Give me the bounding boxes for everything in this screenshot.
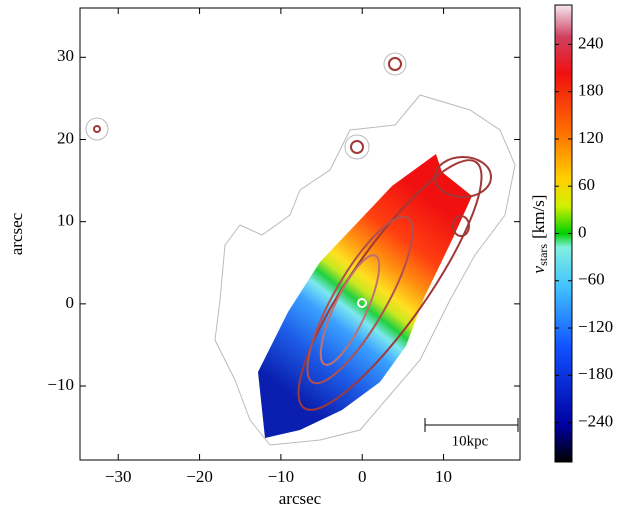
y-tick-label: 20: [57, 128, 74, 147]
scale-bar-label: 10kpc: [452, 433, 489, 449]
colorbar-tick-label: −180: [578, 364, 613, 383]
plot-frame: [79, 7, 521, 461]
minor-contours: [85, 52, 407, 160]
y-tick-label: −10: [47, 375, 74, 394]
x-tick-label: 0: [358, 467, 367, 486]
scale-bar: 10kpc: [424, 418, 519, 449]
y-axis-label: arcsec: [7, 212, 26, 255]
flux-contours: [93, 57, 492, 411]
colorbar-tick-label: 180: [578, 81, 604, 100]
colorbar-tick-label: −60: [578, 270, 605, 289]
colorbar-symbol: v: [529, 265, 548, 273]
velocity-field: [258, 154, 472, 438]
colorbar-tick-label: 60: [578, 175, 595, 194]
colorbar-unit: [km/s]: [529, 195, 548, 239]
x-tick-label: 10: [435, 467, 452, 486]
image: [85, 52, 516, 446]
y-tick-label: 30: [57, 46, 74, 65]
x-tick-label: −20: [186, 467, 213, 486]
colorbar-label: vstars [km/s]: [529, 195, 550, 274]
colorbar-tick-label: 0: [578, 222, 587, 241]
x-axis-label: arcsec: [279, 489, 322, 508]
x-tick-label: −10: [268, 467, 295, 486]
colorbar-tick-label: 240: [578, 33, 604, 52]
outer-contour: [214, 94, 516, 446]
x-tick-label: −30: [105, 467, 132, 486]
colorbar-subscript: stars: [536, 244, 550, 266]
y-tick-label: 10: [57, 211, 74, 230]
y-tick-label: 0: [66, 293, 75, 312]
colorbar-tick-label: −240: [578, 412, 613, 431]
colorbar-tick-label: −120: [578, 317, 613, 336]
colorbar-tick-label: 120: [578, 128, 604, 147]
